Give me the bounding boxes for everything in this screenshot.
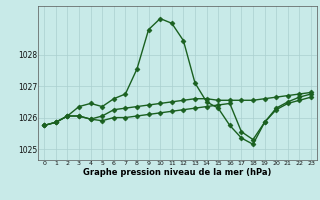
X-axis label: Graphe pression niveau de la mer (hPa): Graphe pression niveau de la mer (hPa)	[84, 168, 272, 177]
